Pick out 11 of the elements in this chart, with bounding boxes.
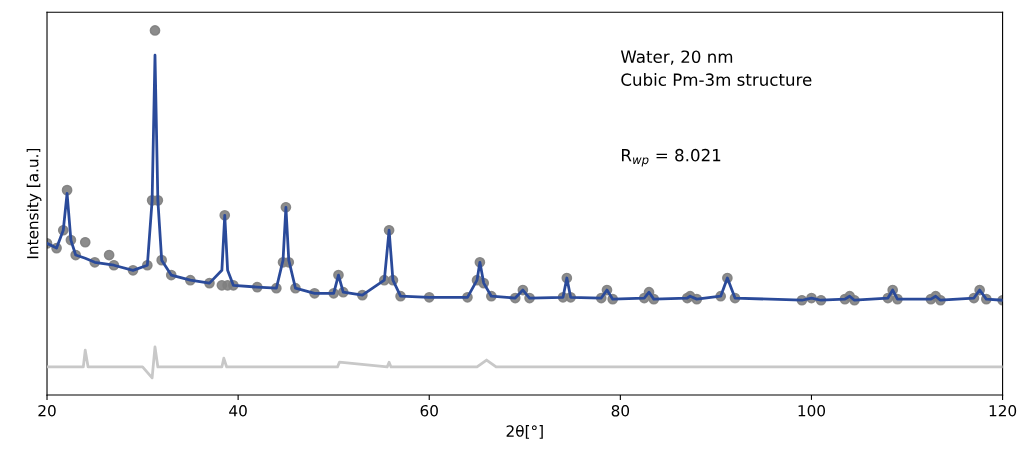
y-axis-title: Intensity [a.u.] xyxy=(26,148,42,259)
x-axis-title: 2θ[°] xyxy=(506,424,543,439)
annotation: R$_{wp}$ = 8.021 xyxy=(621,148,721,167)
x-tick-label: 120 xyxy=(989,405,1017,417)
x-tick-label: 80 xyxy=(611,405,630,417)
x-tick-label: 40 xyxy=(229,405,247,417)
x-tick-label: 60 xyxy=(420,405,438,417)
x-tick-label: 100 xyxy=(798,405,826,417)
annotation: Cubic Pm-3m structure xyxy=(621,73,812,86)
annotation: Water, 20 nm xyxy=(620,50,733,65)
x-tick-label: 20 xyxy=(38,405,56,417)
